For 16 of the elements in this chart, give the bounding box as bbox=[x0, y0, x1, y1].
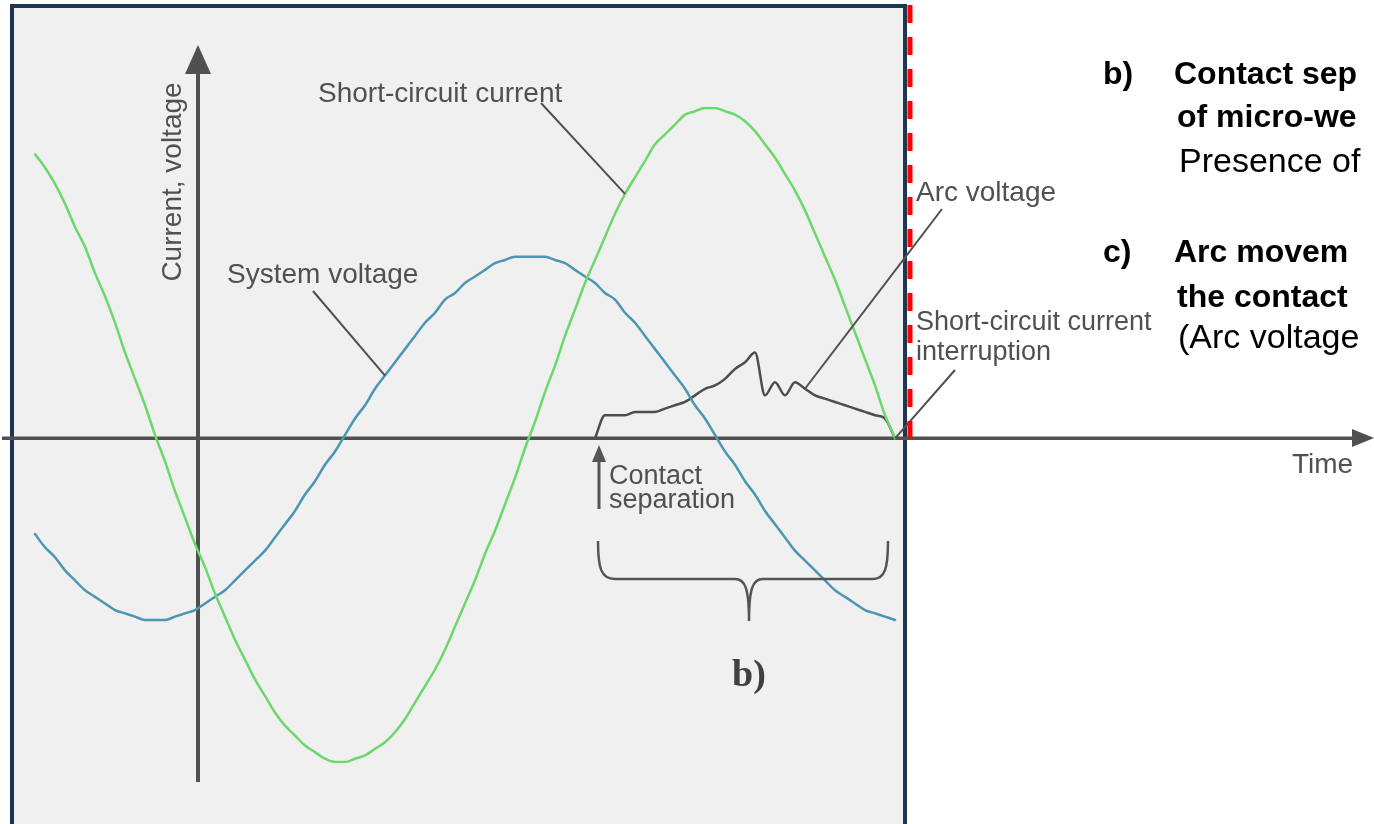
annotation: of micro-we bbox=[1177, 98, 1357, 134]
annotation: b) bbox=[732, 652, 766, 695]
y-axis-title: Current, voltage bbox=[156, 82, 187, 282]
annotation: the contact bbox=[1177, 278, 1349, 314]
annotation: c) bbox=[1103, 233, 1132, 269]
series-label: System voltage bbox=[227, 258, 419, 289]
annotation: Contact separation bbox=[609, 460, 736, 514]
x-axis-title: Time bbox=[1292, 448, 1354, 479]
annotation: (Arc voltage bbox=[1178, 317, 1360, 355]
text: b) bbox=[1103, 55, 1134, 91]
annotation: Presence of bbox=[1179, 141, 1361, 179]
text: Short-circuit current bbox=[318, 77, 563, 108]
text: Arc voltage bbox=[916, 176, 1057, 207]
annotation: Short-circuit current interruption bbox=[916, 306, 1153, 366]
annotation: Arc movem bbox=[1174, 233, 1349, 269]
text: Contact sep bbox=[1174, 55, 1358, 91]
